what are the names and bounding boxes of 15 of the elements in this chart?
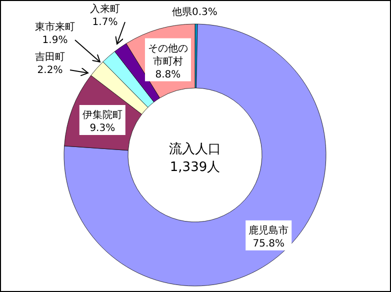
data-label: 9.3% [90,123,116,134]
slice-label: 伊集院町 [82,109,122,122]
slice-label: 吉田町 [35,51,65,63]
data-label: 2.2% [37,65,63,76]
text: 1,339人 [170,160,220,175]
slice-label: 東市来町 [35,21,75,33]
data-label: 8.8% [155,69,181,80]
slice-label: 他県0.3% [172,6,218,18]
data-label: 1.7% [92,17,118,28]
text: 流入人口 [169,141,221,157]
slice-label: その他の市町村 [148,42,188,68]
data-label: 75.8% [252,238,284,250]
data-label: 1.9% [42,35,68,46]
slice-label: 鹿児島市 [248,224,289,236]
slice-label: 入来町 [90,3,120,15]
